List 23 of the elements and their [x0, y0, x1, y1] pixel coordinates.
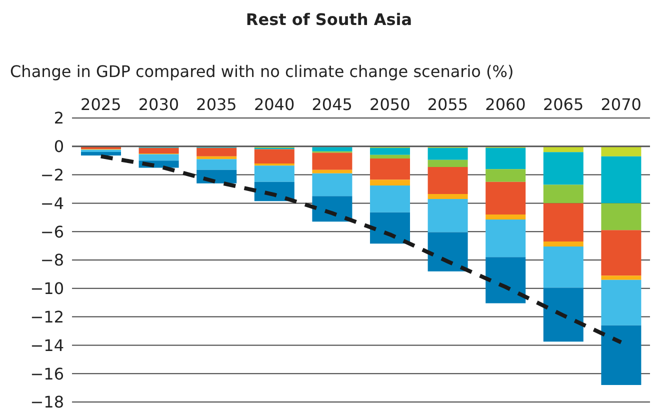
x-tick-label: 2060: [485, 95, 526, 114]
x-tick-label: 2025: [80, 95, 122, 114]
x-tick-label: 2040: [254, 95, 295, 114]
chart-title: Rest of South Asia: [244, 10, 414, 29]
x-tick-label: 2070: [600, 95, 642, 114]
x-tick-label: 2035: [196, 95, 237, 114]
x-tick-label: 2030: [138, 95, 180, 114]
x-tick-label: 2050: [370, 95, 410, 114]
y-tick-label: 0: [54, 137, 64, 156]
y-tick-label: −18: [30, 392, 64, 412]
y-tick-label: −10: [30, 279, 64, 298]
y-tick-label: −2: [40, 165, 64, 184]
y-tick-label: 2: [54, 108, 64, 128]
x-tick-label: 2055: [427, 95, 468, 114]
y-tick-label: −4: [40, 194, 64, 213]
y-tick-label: −16: [30, 364, 64, 384]
y-tick-label: −6: [40, 222, 64, 242]
y-axis-title: Change in GDP compared with no climate change scenario (%): [10, 62, 514, 81]
y-tick-label: −8: [40, 250, 64, 270]
x-tick-label: 2045: [312, 95, 352, 114]
y-tick-label: −14: [30, 336, 64, 355]
y-tick-label: −12: [30, 307, 64, 326]
x-tick-label: 2065: [542, 95, 584, 114]
